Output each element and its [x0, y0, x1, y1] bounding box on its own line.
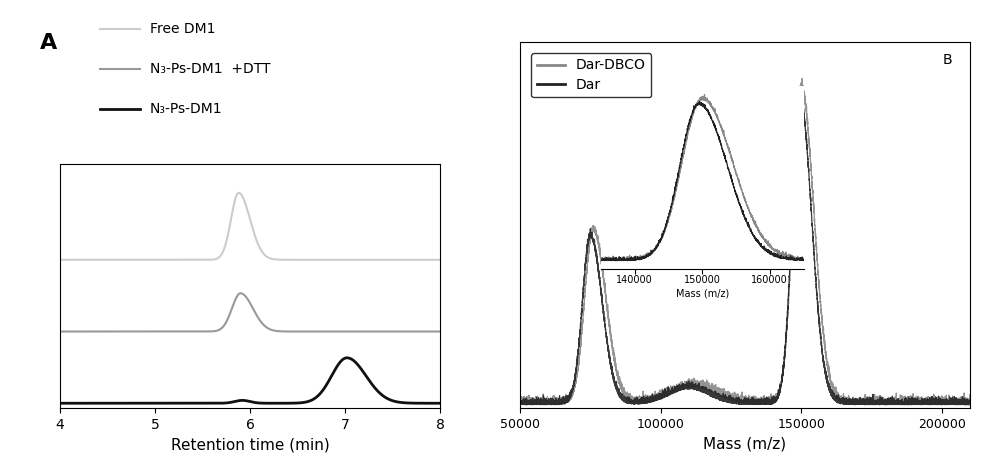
Text: B: B	[942, 53, 952, 67]
Text: N₃-Ps-DM1  +DTT: N₃-Ps-DM1 +DTT	[150, 62, 270, 76]
Text: Free DM1: Free DM1	[150, 22, 216, 36]
Legend: Dar-DBCO, Dar: Dar-DBCO, Dar	[531, 53, 651, 98]
Text: A: A	[40, 33, 57, 53]
X-axis label: Mass (m/z): Mass (m/z)	[703, 436, 787, 451]
Text: N₃-Ps-DM1: N₃-Ps-DM1	[150, 102, 223, 116]
X-axis label: Retention time (min): Retention time (min)	[171, 437, 329, 452]
